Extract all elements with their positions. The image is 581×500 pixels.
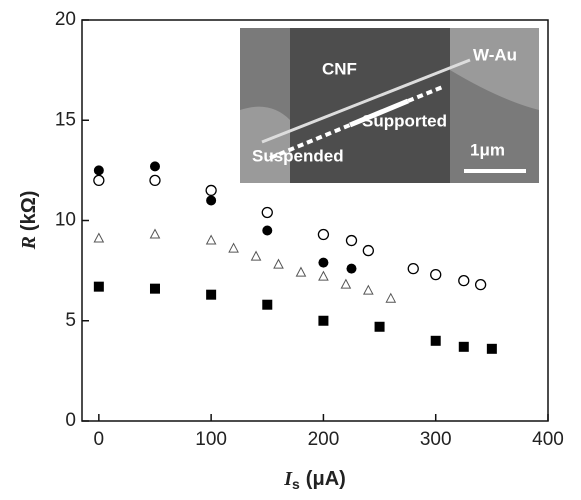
y-tick-label: 20	[55, 9, 76, 30]
x-label-symbol: I	[283, 468, 293, 490]
point	[318, 257, 329, 268]
point	[295, 266, 307, 277]
annotation: Suspended	[252, 146, 344, 165]
point	[318, 270, 329, 281]
inset-gap	[290, 28, 450, 183]
annotation: 1μm	[470, 140, 505, 159]
point	[318, 315, 329, 326]
x-tick-label: 400	[532, 429, 564, 450]
inset-dashed	[269, 123, 351, 160]
x-tick-label: 100	[195, 429, 227, 450]
point	[362, 244, 374, 257]
inset-electrode	[450, 28, 539, 110]
x-tick-label: 0	[94, 429, 105, 450]
inset-fiber	[261, 58, 471, 144]
point	[149, 228, 161, 239]
point	[149, 174, 161, 187]
inset-solid	[349, 98, 409, 128]
inset-image: CNF W-Au Supported Suspended 1μm	[240, 28, 539, 183]
point	[273, 258, 284, 269]
point	[430, 335, 441, 346]
point	[206, 195, 217, 206]
annotation: W-Au	[473, 45, 517, 64]
point	[374, 321, 385, 332]
y-label-unit: (kΩ)	[18, 191, 40, 231]
x-axis-label: Is (μA)	[283, 468, 346, 492]
point	[206, 289, 217, 300]
inset-dashed	[407, 84, 446, 103]
inset-electrode	[240, 106, 290, 183]
point	[458, 341, 469, 352]
point	[262, 299, 273, 310]
annotation: CNF	[322, 59, 357, 78]
y-tick-label: 5	[65, 310, 76, 331]
y-axis-label: R (kΩ)	[18, 191, 41, 251]
point	[385, 292, 397, 303]
point	[93, 232, 105, 243]
x-tick-label: 300	[420, 429, 452, 450]
y-tick-label: 0	[65, 410, 76, 431]
y-tick-label: 15	[55, 109, 76, 130]
point	[317, 228, 330, 241]
point	[345, 234, 358, 247]
point	[205, 184, 217, 197]
point	[262, 225, 273, 236]
x-label-subscript: s	[292, 476, 300, 492]
point	[458, 274, 470, 287]
y-tick-label: 10	[55, 210, 76, 231]
point	[93, 165, 104, 176]
point	[250, 250, 262, 261]
point	[261, 206, 273, 219]
x-label-unit: (μA)	[306, 468, 346, 490]
point	[93, 174, 105, 187]
point	[486, 343, 497, 354]
point	[205, 234, 217, 245]
point	[407, 262, 419, 275]
point	[228, 242, 239, 253]
point	[346, 263, 357, 274]
point	[474, 279, 487, 291]
point	[430, 268, 442, 281]
y-label-symbol: R	[18, 236, 40, 250]
point	[149, 283, 160, 294]
point	[149, 161, 160, 172]
point	[340, 278, 352, 289]
point	[93, 281, 104, 292]
annotation: Supported	[362, 111, 447, 130]
point	[363, 284, 374, 295]
x-tick-label: 200	[308, 429, 340, 450]
